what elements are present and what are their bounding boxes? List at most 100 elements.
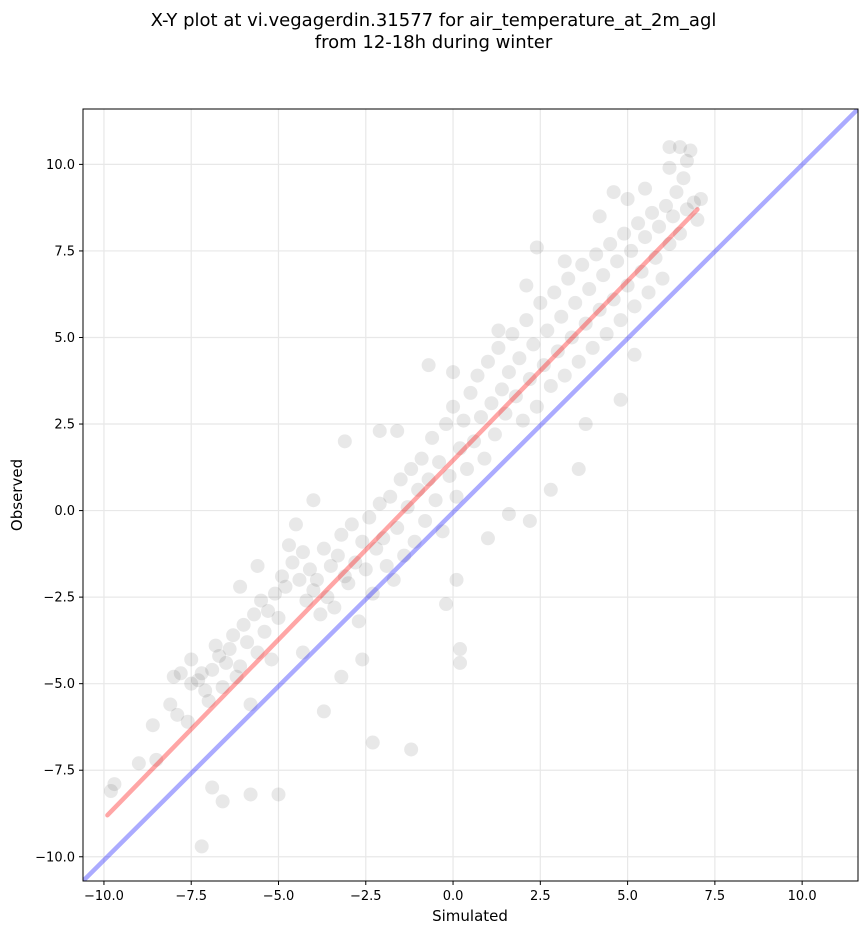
- y-axis-ticks: −10.0 −7.5 −5.0 −2.5 0.0 2.5 5.0 7.5 10.0: [35, 158, 83, 865]
- data-point: [536, 358, 551, 373]
- data-point: [229, 669, 244, 684]
- data-point: [418, 513, 433, 528]
- data-point: [184, 652, 199, 667]
- data-point: [648, 250, 663, 265]
- data-point: [624, 243, 639, 258]
- data-point: [543, 378, 558, 393]
- data-point: [662, 160, 677, 175]
- data-point: [341, 576, 356, 591]
- x-tick-label: −2.5: [350, 889, 382, 904]
- data-point: [355, 652, 370, 667]
- data-point: [672, 226, 687, 241]
- data-point: [453, 642, 468, 657]
- y-tick-label: 2.5: [54, 418, 75, 433]
- data-point: [421, 472, 436, 487]
- data-point: [638, 181, 653, 196]
- y-tick-label: −10.0: [35, 850, 75, 865]
- data-point: [421, 358, 436, 373]
- data-point: [295, 645, 310, 660]
- data-point: [491, 340, 506, 355]
- data-point: [271, 787, 286, 802]
- data-point: [655, 271, 670, 286]
- data-point: [533, 295, 548, 310]
- data-point: [292, 572, 307, 587]
- data-point: [571, 354, 586, 369]
- data-point: [505, 327, 520, 342]
- data-point: [480, 354, 495, 369]
- identity-line: [83, 109, 858, 881]
- y-tick-label: 5.0: [54, 331, 75, 346]
- x-tick-label: 10.0: [788, 889, 817, 904]
- data-point: [676, 171, 691, 186]
- data-point: [261, 603, 276, 618]
- data-point: [557, 254, 572, 269]
- data-point: [589, 247, 604, 262]
- data-point: [453, 441, 468, 456]
- data-point: [407, 534, 422, 549]
- data-point: [397, 548, 412, 563]
- data-point: [522, 513, 537, 528]
- data-point: [243, 697, 258, 712]
- data-point: [463, 385, 478, 400]
- data-point: [512, 351, 527, 366]
- data-point: [425, 430, 440, 445]
- x-tick-label: −7.5: [175, 889, 207, 904]
- data-point: [641, 285, 656, 300]
- data-point: [250, 558, 265, 573]
- data-point: [184, 676, 199, 691]
- data-point: [501, 365, 516, 380]
- x-axis-ticks: −10.0 −7.5 −5.0 −2.5 0.0 2.5 5.0 7.5 10.0: [84, 881, 817, 904]
- data-point: [446, 365, 461, 380]
- data-point: [386, 572, 401, 587]
- data-point: [690, 212, 705, 227]
- data-point: [247, 607, 262, 622]
- data-point: [606, 292, 621, 307]
- data-point: [390, 423, 405, 438]
- data-point: [240, 635, 255, 650]
- data-point: [348, 555, 363, 570]
- data-point: [526, 337, 541, 352]
- data-point: [662, 237, 677, 252]
- data-point: [428, 493, 443, 508]
- data-point: [404, 462, 419, 477]
- data-point: [334, 527, 349, 542]
- data-point: [603, 237, 618, 252]
- data-point: [400, 500, 415, 515]
- data-point: [149, 752, 164, 767]
- data-point: [631, 216, 646, 231]
- data-point: [519, 313, 534, 328]
- data-point: [439, 597, 454, 612]
- data-point: [323, 558, 338, 573]
- data-point: [578, 417, 593, 432]
- data-point: [498, 406, 513, 421]
- data-point: [365, 735, 380, 750]
- data-point: [658, 198, 673, 213]
- data-point: [302, 562, 317, 577]
- data-point: [662, 140, 677, 155]
- data-point: [529, 399, 544, 414]
- data-point: [274, 569, 289, 584]
- data-point: [362, 510, 377, 525]
- data-points: [103, 140, 708, 854]
- data-point: [383, 489, 398, 504]
- data-point: [620, 192, 635, 207]
- data-point: [205, 780, 220, 795]
- x-tick-label: 5.0: [617, 889, 638, 904]
- data-point: [529, 240, 544, 255]
- data-point: [233, 659, 248, 674]
- data-point: [613, 392, 628, 407]
- data-point: [638, 230, 653, 245]
- y-tick-label: −7.5: [43, 764, 75, 779]
- data-point: [620, 278, 635, 293]
- data-point: [358, 562, 373, 577]
- data-point: [103, 783, 118, 798]
- data-point: [592, 209, 607, 224]
- chart-title-line-2: from 12-18h during winter: [314, 32, 553, 53]
- data-point: [271, 610, 286, 625]
- data-point: [561, 271, 576, 286]
- y-tick-label: 10.0: [46, 158, 75, 173]
- data-point: [212, 648, 227, 663]
- x-tick-label: −10.0: [84, 889, 124, 904]
- data-point: [173, 666, 188, 681]
- y-tick-label: −2.5: [43, 591, 75, 606]
